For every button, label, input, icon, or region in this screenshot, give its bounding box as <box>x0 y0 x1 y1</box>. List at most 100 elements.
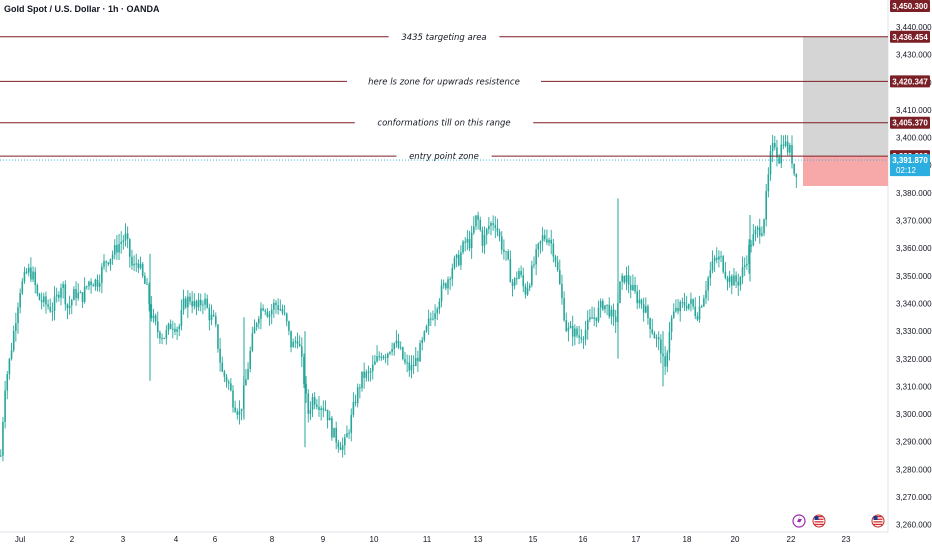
candle-body <box>666 352 669 367</box>
candle-body <box>524 286 527 295</box>
candle-body <box>101 266 103 283</box>
candle-body <box>30 267 32 280</box>
candle-body <box>743 265 746 268</box>
candle-body <box>685 305 688 309</box>
candle-body <box>593 317 595 319</box>
candle-body <box>707 278 709 291</box>
candle-body <box>245 379 247 386</box>
x-tick-label: 13 <box>474 535 483 544</box>
candle-body <box>591 317 593 319</box>
y-tick-label: 3,440.000 <box>896 23 932 32</box>
candle-body <box>427 318 430 327</box>
y-tick-label: 3,370.000 <box>896 217 932 226</box>
candle-body <box>726 278 729 282</box>
candle-body <box>311 397 314 410</box>
candle-body <box>746 263 748 266</box>
candle-body <box>326 409 329 421</box>
y-tick-label: 3,350.000 <box>896 272 932 281</box>
candle-body <box>425 326 428 332</box>
candle-body <box>436 309 439 314</box>
candle-body <box>763 219 765 234</box>
candle-body <box>793 163 795 174</box>
candle-body <box>692 299 694 307</box>
candle-body <box>595 317 598 321</box>
candle-body <box>70 300 73 306</box>
candle-body <box>79 292 82 294</box>
candle-body <box>8 358 11 375</box>
candle-body <box>559 269 561 284</box>
candle-body <box>449 278 451 280</box>
candle-body <box>180 310 183 327</box>
candle-body <box>64 284 67 305</box>
candle-body <box>350 414 353 433</box>
candle-body <box>421 339 423 344</box>
candle-body <box>709 270 712 279</box>
candle-body <box>554 256 557 262</box>
candle-body <box>27 267 30 273</box>
candle-body <box>83 286 86 303</box>
candle-body <box>649 318 651 330</box>
candle-body <box>460 252 462 266</box>
candle-body <box>344 437 346 446</box>
candle-body <box>333 427 335 438</box>
candle-body <box>356 387 359 404</box>
x-tick-label: 17 <box>632 535 641 544</box>
flag-canton <box>873 516 878 520</box>
candle-body <box>389 351 391 354</box>
candle-body <box>402 347 404 360</box>
candle-body <box>191 301 193 307</box>
candle-body <box>361 371 363 389</box>
flag-stripe <box>814 523 824 526</box>
candle-body <box>479 219 482 230</box>
candle-body <box>103 261 105 267</box>
candle-body <box>462 241 464 253</box>
x-tick-label: Jul <box>15 535 25 544</box>
y-tick-label: 3,360.000 <box>896 244 932 253</box>
candle-body <box>535 249 537 265</box>
candle-body <box>234 407 236 412</box>
candle-body <box>739 277 742 286</box>
candle-body <box>238 411 241 415</box>
candle-body <box>296 341 299 344</box>
candle-body <box>17 307 19 324</box>
candle-body <box>782 144 785 146</box>
candle-body <box>651 329 654 334</box>
candle-body <box>60 287 62 298</box>
candle-body <box>632 284 634 291</box>
candle-body <box>172 328 174 330</box>
candle-body <box>88 281 90 287</box>
candle-body <box>96 279 99 287</box>
candle-body <box>522 275 525 287</box>
y-tick-label: 3,300.000 <box>896 410 932 419</box>
candle-body <box>602 301 604 310</box>
candle-body <box>146 283 148 285</box>
candle-body <box>301 346 303 357</box>
flag-canton <box>814 516 819 520</box>
candle-body <box>481 229 484 246</box>
candle-body <box>232 390 234 408</box>
candle-body <box>189 296 191 302</box>
candle-body <box>679 302 681 312</box>
candle-body <box>227 381 230 384</box>
candle-body <box>399 347 402 349</box>
candle-body <box>395 340 398 344</box>
y-tick-label: 3,280.000 <box>896 465 932 474</box>
candle-body <box>408 362 411 371</box>
candle-body <box>580 337 583 340</box>
level-note: 3435 targeting area <box>401 33 486 43</box>
candle-body <box>161 337 163 339</box>
candle-body <box>154 315 157 322</box>
candle-body <box>513 278 516 286</box>
candle-body <box>159 332 161 339</box>
candle-body <box>780 144 783 164</box>
candle-body <box>541 235 544 242</box>
candle-body <box>520 271 522 276</box>
candle-body <box>715 257 718 260</box>
flag-stripe <box>814 518 824 520</box>
candle-body <box>509 259 512 283</box>
x-tick-label: 16 <box>579 535 588 544</box>
candle-body <box>303 356 305 384</box>
candle-body <box>722 256 724 272</box>
candle-body <box>567 327 570 331</box>
